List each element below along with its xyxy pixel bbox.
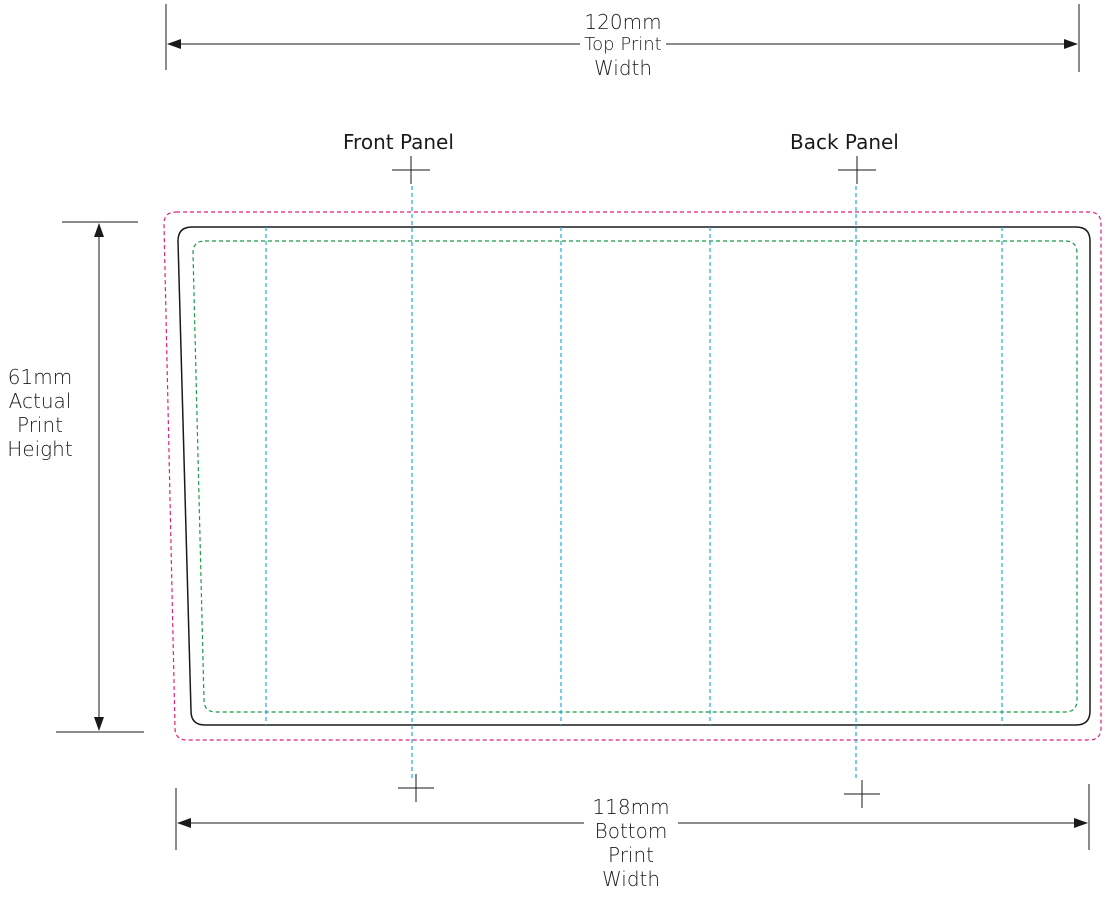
panel-guides xyxy=(265,186,1003,780)
bottom-width-caption-1: Bottom xyxy=(594,819,668,843)
back-panel-bottom-crosshair xyxy=(844,780,880,808)
bleed-outline xyxy=(163,211,1102,741)
height-caption-2: Print xyxy=(16,413,63,437)
height-caption-3: Height xyxy=(7,437,73,461)
height-caption-1: Actual xyxy=(8,389,72,413)
height-label: 61mm Actual Print Height xyxy=(0,365,80,461)
trim-outline xyxy=(177,226,1091,726)
bottom-width-label: 118mm Bottom Print Width xyxy=(584,795,678,891)
bottom-width-dimension xyxy=(175,784,1090,850)
top-width-value: 120mm xyxy=(584,10,662,34)
height-value: 61mm xyxy=(7,365,73,389)
front-panel-bottom-crosshair xyxy=(398,774,434,802)
height-dimension xyxy=(56,221,144,733)
top-width-caption-1: Top Print xyxy=(584,34,662,55)
top-width-dimension xyxy=(165,4,1080,72)
top-width-caption-2: Width xyxy=(593,55,653,80)
front-panel-top-crosshair xyxy=(392,156,430,184)
back-panel-top-crosshair xyxy=(838,156,876,184)
bottom-width-caption-3: Width xyxy=(601,867,661,891)
bottom-width-value: 118mm xyxy=(592,795,670,819)
back-panel-label: Back Panel xyxy=(790,130,899,154)
top-width-label: 120mm Top Print Width xyxy=(580,10,666,80)
safe-area-outline xyxy=(192,240,1078,713)
bottom-width-caption-2: Print xyxy=(607,843,654,867)
front-panel-label: Front Panel xyxy=(343,130,454,154)
